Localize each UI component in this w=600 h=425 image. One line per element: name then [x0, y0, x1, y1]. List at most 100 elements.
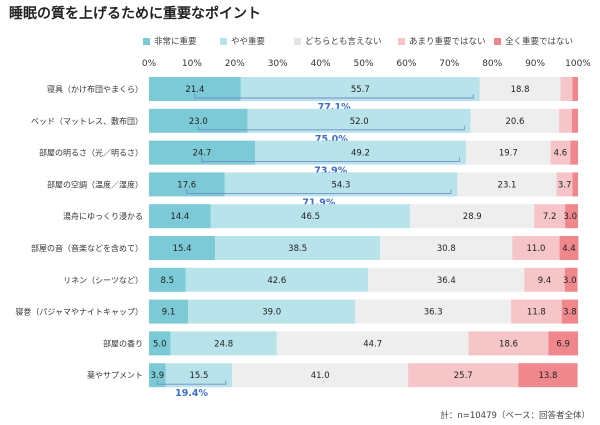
bar-segment — [149, 108, 248, 133]
top2-bracket — [194, 94, 474, 99]
bar-segment — [410, 204, 535, 229]
top2-total-label: 73.9% — [314, 166, 347, 177]
legend-swatch-somewhat-important — [220, 37, 227, 45]
bar-segment — [149, 77, 241, 101]
bar-segment — [149, 331, 171, 356]
data-label: 18.6 — [499, 339, 518, 349]
legend-label-very-important: 非常に重要 — [154, 37, 197, 47]
data-label: 7.2 — [543, 212, 557, 222]
data-label: 24.8 — [214, 339, 233, 349]
legend: 非常に重要 やや重要 どちらとも言えない あまり重要ではない 全く重要ではない — [0, 34, 600, 48]
data-label: 11.8 — [527, 308, 546, 318]
data-label: 54.3 — [332, 180, 351, 190]
x-tick-label: 40% — [311, 59, 331, 69]
bar-segment — [149, 299, 189, 324]
bar-segment — [556, 172, 573, 197]
bar-segment — [247, 108, 471, 133]
category-label: 寝巻（パジャマやナイトキャップ） — [15, 307, 143, 317]
data-label: 46.5 — [301, 212, 320, 222]
bar-segment — [565, 204, 578, 229]
data-label: 8.5 — [160, 276, 174, 286]
data-label: 15.5 — [190, 371, 209, 381]
bar-segment — [149, 140, 255, 165]
bar-segment — [468, 331, 549, 356]
data-label: 39.0 — [262, 308, 281, 318]
top2-total-label: 19.4% — [175, 388, 208, 399]
bar-segment — [368, 267, 525, 292]
data-label: 23.0 — [189, 117, 208, 127]
data-label: 3.7 — [558, 180, 572, 190]
bar-segment — [470, 108, 560, 133]
bar-segment — [511, 299, 562, 324]
x-tick-label: 20% — [225, 59, 245, 69]
bar-segment — [457, 172, 557, 197]
bar-segment — [254, 140, 467, 165]
bar-segment — [380, 236, 513, 260]
bar-segment — [165, 363, 233, 388]
top2-bracket — [201, 157, 461, 163]
bar-segment — [408, 363, 519, 388]
bar-segment — [355, 299, 512, 324]
bar-segment — [149, 236, 216, 260]
legend-swatch-not-at-all — [494, 37, 501, 45]
x-tick-label: 10% — [182, 59, 202, 69]
data-label: 20.6 — [505, 117, 524, 127]
data-label: 24.7 — [193, 149, 212, 159]
bar-segment — [560, 77, 573, 101]
data-label: 13.8 — [539, 371, 558, 381]
data-label: 5.0 — [153, 339, 167, 349]
category-label: ベッド（マットレス、敷布団） — [31, 116, 143, 126]
category-label: 部屋の明るさ（光／明るさ） — [39, 148, 143, 158]
bar-segment — [149, 204, 211, 229]
category-label: 湯舟にゆっくり浸かる — [63, 211, 143, 221]
data-label: 23.1 — [498, 180, 517, 190]
bar-segment — [170, 331, 277, 356]
legend-swatch-very-important — [143, 37, 150, 45]
data-label: 38.5 — [288, 244, 307, 254]
x-tick-label: 100% — [565, 59, 591, 69]
legend-item-not-at-all: 全く重要ではない — [494, 34, 573, 48]
legend-item-not-very: あまり重要ではない — [398, 34, 486, 48]
bar-segment — [149, 267, 186, 292]
bar-segment — [548, 331, 578, 356]
category-label: 部屋の空調（温度／湿度） — [47, 179, 143, 189]
bar-segment — [572, 172, 578, 197]
top2-bracket — [197, 125, 465, 131]
bar-segment — [571, 108, 578, 133]
data-label: 4.6 — [554, 149, 568, 159]
data-label: 6.9 — [556, 339, 570, 349]
bar-segment — [210, 204, 411, 229]
legend-label-neutral: どちらとも言えない — [305, 37, 382, 47]
data-label: 52.0 — [350, 117, 369, 127]
data-label: 9.1 — [162, 308, 176, 318]
data-label: 3.9 — [151, 371, 165, 381]
bar-segment — [185, 267, 369, 292]
bar-segment — [534, 204, 566, 229]
data-label: 17.6 — [177, 180, 196, 190]
category-label: 部屋の音（音楽などを含めて） — [31, 243, 143, 253]
top2-bracket — [156, 380, 227, 385]
data-label: 9.4 — [538, 276, 552, 286]
top2-bracket — [186, 189, 452, 194]
bar-segment — [518, 363, 578, 388]
data-label: 36.4 — [437, 276, 456, 286]
legend-item-neutral: どちらとも言えない — [294, 34, 382, 48]
bar-segment — [215, 236, 381, 260]
x-tick-label: 0% — [142, 59, 157, 69]
data-label: 28.9 — [463, 212, 482, 222]
data-label: 44.7 — [363, 339, 382, 349]
bar-segment — [188, 299, 356, 324]
data-label: 3.8 — [563, 308, 577, 318]
bar-segment — [512, 236, 560, 260]
x-tick-label: 80% — [482, 59, 502, 69]
bar-segment — [559, 236, 579, 260]
bar-segment — [524, 267, 565, 292]
top2-total-label: 71.9% — [302, 197, 335, 208]
top2-total-label: 75.0% — [315, 134, 348, 145]
category-label: 寝具（かけ布団やまくら） — [47, 84, 143, 94]
data-label: 3.0 — [563, 276, 577, 286]
top2-total-label: 77.1% — [318, 102, 351, 113]
bar-segment — [561, 299, 578, 324]
bar-segment — [479, 77, 561, 101]
